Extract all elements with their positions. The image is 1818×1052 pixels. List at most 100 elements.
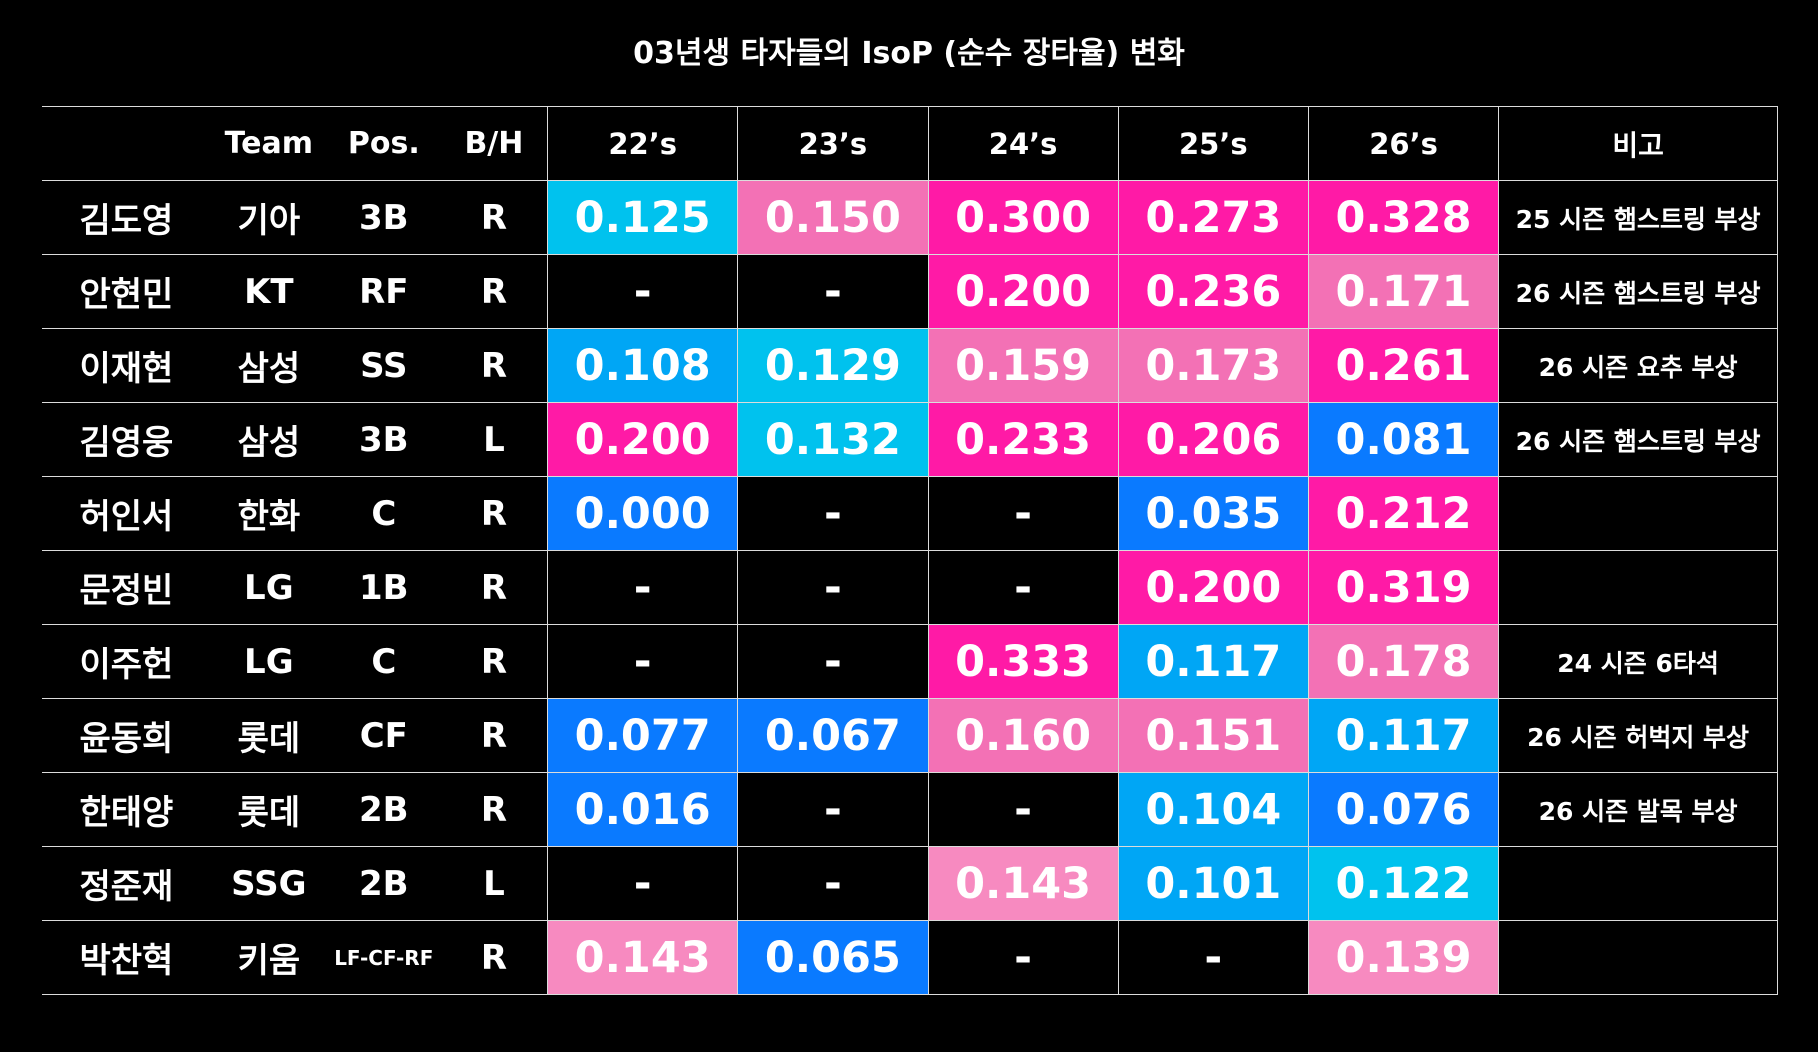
team-cell: LG (210, 550, 327, 625)
player-name: 김영웅 (42, 402, 211, 477)
isop-value-cell: - (547, 254, 738, 329)
isop-value-cell: - (737, 624, 928, 699)
header-season-23: 23’s (737, 106, 928, 181)
player-name: 김도영 (42, 180, 211, 255)
isop-value-cell: 0.101 (1117, 846, 1309, 921)
isop-value-cell: 0.143 (927, 846, 1119, 921)
isop-value-cell: - (927, 550, 1119, 625)
isop-value-cell: - (737, 846, 928, 921)
note-cell: 26 시즌 햄스트링 부상 (1498, 254, 1778, 329)
isop-value-cell: 0.104 (1117, 772, 1309, 847)
isop-value-cell: 0.159 (927, 328, 1119, 403)
isop-value-cell: 0.300 (927, 180, 1119, 255)
header-season-25: 25’s (1117, 106, 1309, 181)
isop-value-cell: 0.150 (737, 180, 928, 255)
player-name: 윤동희 (42, 698, 211, 773)
isop-value-cell: 0.261 (1307, 328, 1499, 403)
position-cell: 2B (326, 772, 441, 847)
chart-title: 03년생 타자들의 IsoP (순수 장타율) 변화 (633, 36, 1185, 71)
bats-cell: R (440, 772, 548, 847)
isop-value-cell: 0.233 (927, 402, 1119, 477)
isop-value-cell: 0.173 (1117, 328, 1309, 403)
position-cell: RF (326, 254, 441, 329)
isop-value-cell: 0.200 (927, 254, 1119, 329)
position-cell: 3B (326, 402, 441, 477)
isop-value-cell: 0.125 (547, 180, 738, 255)
header-season-24: 24’s (927, 106, 1119, 181)
isop-value-cell: 0.139 (1307, 920, 1499, 995)
isop-value-cell: 0.200 (1117, 550, 1309, 625)
isop-value-cell: - (927, 920, 1119, 995)
isop-value-cell: 0.132 (737, 402, 928, 477)
team-cell: 삼성 (210, 402, 327, 477)
isop-value-cell: 0.065 (737, 920, 928, 995)
isop-value-cell: - (737, 476, 928, 551)
position-cell: CF (326, 698, 441, 773)
isop-value-cell: - (927, 476, 1119, 551)
table-row: 김도영 기아 3B R 0.125 0.150 0.300 0.273 0.328 25 시즌 햄… (42, 180, 1778, 255)
isop-value-cell: - (737, 772, 928, 847)
isop-value-cell: 0.077 (547, 698, 738, 773)
isop-value-cell: - (1117, 920, 1309, 995)
isop-value-cell: 0.122 (1307, 846, 1499, 921)
isop-value-cell: 0.200 (547, 402, 738, 477)
isop-value-cell: 0.067 (737, 698, 928, 773)
isop-value-cell: - (927, 772, 1119, 847)
bats-cell: L (440, 402, 548, 477)
header-team: Team (210, 106, 327, 181)
isop-value-cell: 0.171 (1307, 254, 1499, 329)
table-row: 이재현 삼성 SS R 0.108 0.129 0.159 0.173 0.261 26 시즌 요… (42, 328, 1778, 403)
position-cell: LF-CF-RF (326, 920, 441, 995)
isop-value-cell: - (547, 550, 738, 625)
team-cell: 키움 (210, 920, 327, 995)
note-cell: 26 시즌 발목 부상 (1498, 772, 1778, 847)
isop-value-cell: 0.319 (1307, 550, 1499, 625)
isop-value-cell: 0.160 (927, 698, 1119, 773)
header-note: 비고 (1498, 106, 1778, 181)
isop-value-cell: 0.081 (1307, 402, 1499, 477)
header-bh: B/H (440, 106, 548, 181)
bats-cell: R (440, 698, 548, 773)
position-cell: C (326, 624, 441, 699)
isop-value-cell: 0.016 (547, 772, 738, 847)
table-row: 김영웅 삼성 3B L 0.200 0.132 0.233 0.206 0.081 26 시즌 햄… (42, 402, 1778, 477)
isop-value-cell: 0.236 (1117, 254, 1309, 329)
isop-value-cell: - (737, 550, 928, 625)
bats-cell: R (440, 476, 548, 551)
position-cell: 2B (326, 846, 441, 921)
player-name: 문정빈 (42, 550, 211, 625)
note-cell: 24 시즌 6타석 (1498, 624, 1778, 699)
isop-value-cell: - (547, 846, 738, 921)
isop-value-cell: 0.000 (547, 476, 738, 551)
isop-value-cell: 0.108 (547, 328, 738, 403)
player-name: 허인서 (42, 476, 211, 551)
isop-value-cell: 0.076 (1307, 772, 1499, 847)
note-cell: 26 시즌 허벅지 부상 (1498, 698, 1778, 773)
table-row: 박찬혁 키움 LF-CF-RF R 0.143 0.065- -0.139 (42, 920, 1778, 995)
isop-value-cell: 0.129 (737, 328, 928, 403)
note-cell (1498, 846, 1778, 921)
position-cell: 3B (326, 180, 441, 255)
bats-cell: R (440, 550, 548, 625)
position-cell: SS (326, 328, 441, 403)
table-row: 한태양 롯데 2B R 0.016- -0.104 0.076 26 시즌 발목 부상 (42, 772, 1778, 847)
table-row: 이주헌 LG C R - -0.333 0.117 0.178 24 시즌 6타석 (42, 624, 1778, 699)
note-cell: 26 시즌 햄스트링 부상 (1498, 402, 1778, 477)
table-row: 허인서 한화 C R 0.000- -0.035 0.212 (42, 476, 1778, 551)
isop-value-cell: 0.333 (927, 624, 1119, 699)
table-body: 김도영 기아 3B R 0.125 0.150 0.300 0.273 0.328 25 시즌 햄… (42, 180, 1778, 995)
isop-value-cell: 0.273 (1117, 180, 1309, 255)
bats-cell: R (440, 180, 548, 255)
team-cell: LG (210, 624, 327, 699)
bats-cell: R (440, 254, 548, 329)
bats-cell: L (440, 846, 548, 921)
header-name (42, 106, 211, 181)
position-cell: C (326, 476, 441, 551)
player-name: 이재현 (42, 328, 211, 403)
position-cell: 1B (326, 550, 441, 625)
note-cell: 26 시즌 요추 부상 (1498, 328, 1778, 403)
header-season-26: 26’s (1307, 106, 1499, 181)
table-row: 문정빈 LG 1B R - - -0.200 0.319 (42, 550, 1778, 625)
bats-cell: R (440, 624, 548, 699)
isop-value-cell: 0.143 (547, 920, 738, 995)
